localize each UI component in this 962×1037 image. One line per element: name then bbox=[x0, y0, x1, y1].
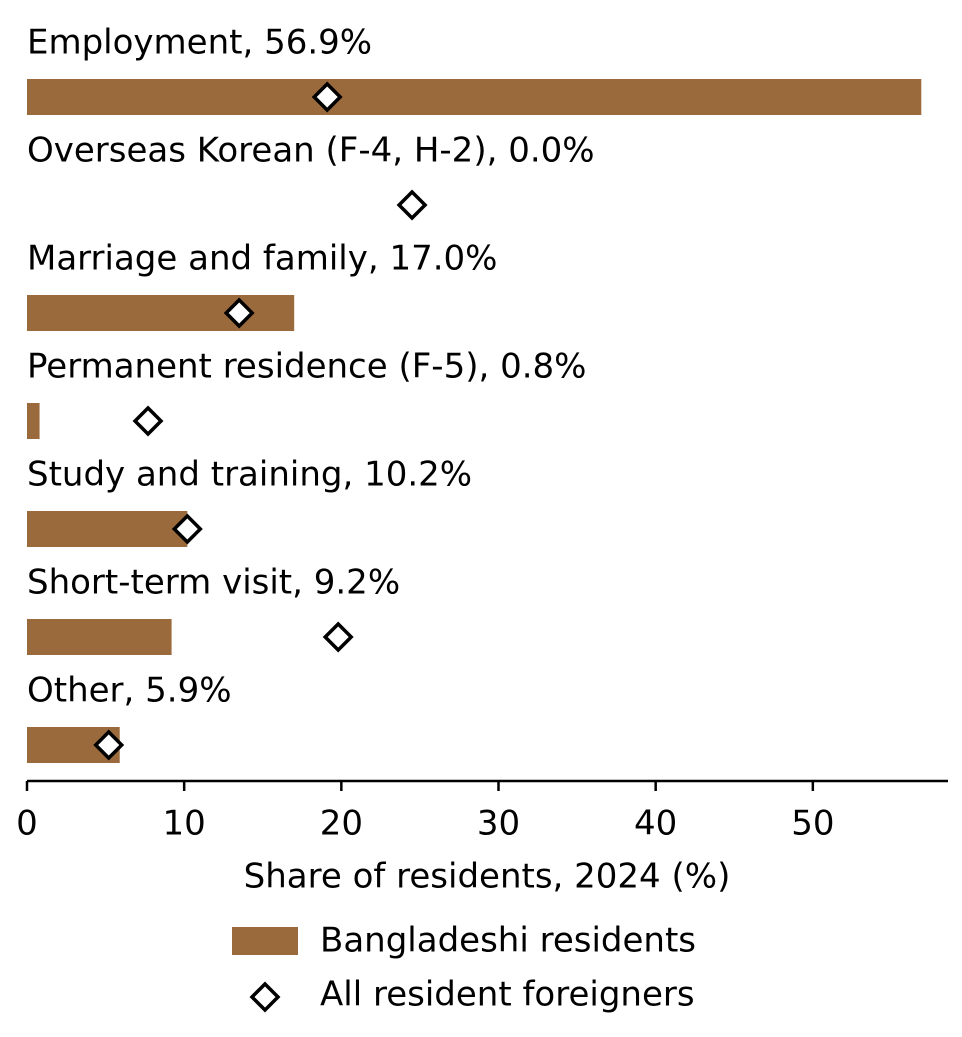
diamond-marker bbox=[322, 621, 354, 653]
bar bbox=[27, 403, 40, 439]
category-label: Short-term visit, 9.2% bbox=[27, 563, 400, 603]
category-label: Permanent residence (F-5), 0.8% bbox=[27, 347, 586, 387]
bar bbox=[27, 79, 922, 115]
bar bbox=[27, 619, 172, 655]
x-axis-label: Share of residents, 2024 (%) bbox=[244, 857, 731, 897]
category-label: Study and training, 10.2% bbox=[27, 455, 472, 495]
category-label: Other, 5.9% bbox=[27, 671, 232, 711]
diamond-marker bbox=[311, 81, 343, 113]
diamond-marker bbox=[93, 729, 125, 761]
legend-swatch bbox=[249, 981, 281, 1013]
x-tick-label: 20 bbox=[320, 804, 363, 844]
legend-label: Bangladeshi residents bbox=[320, 921, 696, 961]
x-tick-label: 10 bbox=[163, 804, 206, 844]
category-label: Marriage and family, 17.0% bbox=[27, 239, 497, 279]
x-tick-label: 0 bbox=[16, 804, 38, 844]
category-label: Employment, 56.9% bbox=[27, 23, 372, 63]
diamond-marker bbox=[132, 405, 164, 437]
diamond-marker bbox=[223, 297, 255, 329]
x-tick-label: 30 bbox=[477, 804, 520, 844]
legend-swatch bbox=[232, 927, 298, 955]
bar bbox=[27, 511, 188, 547]
x-tick-label: 50 bbox=[791, 804, 834, 844]
category-label: Overseas Korean (F-4, H-2), 0.0% bbox=[27, 131, 595, 171]
diamond-marker bbox=[171, 513, 203, 545]
x-tick-label: 40 bbox=[634, 804, 677, 844]
diamond-marker bbox=[396, 189, 428, 221]
legend-label: All resident foreigners bbox=[320, 975, 695, 1015]
